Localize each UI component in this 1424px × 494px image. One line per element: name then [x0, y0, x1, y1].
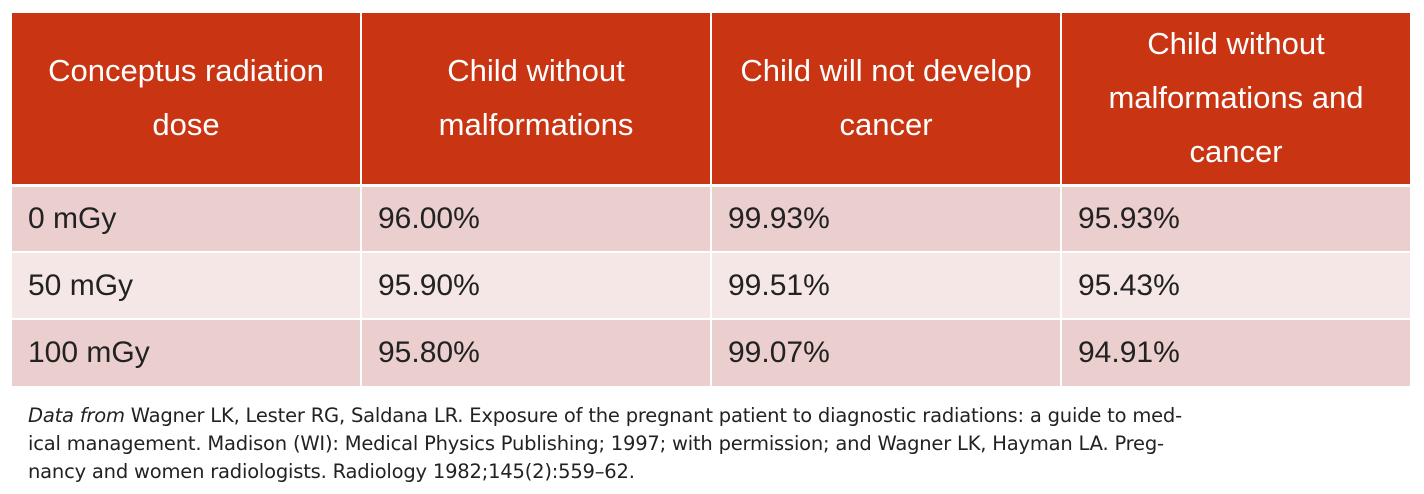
cell-no-malformations-and-cancer: 95.43% [1061, 251, 1410, 319]
source-caption: Data from Wagner LK, Lester RG, Saldana … [28, 402, 1398, 486]
caption-line-3: nancy and women radiologists. Radiology … [28, 460, 635, 483]
cell-dose: 50 mGy [12, 251, 362, 319]
caption-line-1: Data from Wagner LK, Lester RG, Saldana … [28, 402, 1398, 430]
cell-no-malformations: 95.80% [361, 318, 712, 386]
table-row: 0 mGy 96.00% 99.93% 95.93% [12, 184, 1410, 252]
caption-lead: Data from [28, 404, 125, 427]
caption-text-1: Wagner LK, Lester RG, Saldana LR. Exposu… [124, 404, 1182, 427]
table-row: 100 mGy 95.80% 99.07% 94.91% [12, 318, 1410, 386]
header-no-cancer: Child will not develop cancer [711, 13, 1062, 185]
cell-dose: 0 mGy [12, 184, 362, 252]
cell-no-malformations: 95.90% [361, 251, 712, 319]
caption-line-2: ical management. Madison (WI): Medical P… [28, 432, 1164, 455]
header-dose: Conceptus radiation dose [12, 13, 362, 185]
table-row: 50 mGy 95.90% 99.51% 95.43% [12, 251, 1410, 319]
dose-table-container: Conceptus radiation dose Child without m… [12, 13, 1410, 386]
header-no-malformations: Child without malformations [361, 13, 712, 185]
cell-no-cancer: 99.07% [711, 318, 1062, 386]
dose-table: Conceptus radiation dose Child without m… [12, 13, 1410, 386]
cell-no-cancer: 99.93% [711, 184, 1062, 252]
cell-no-malformations-and-cancer: 94.91% [1061, 318, 1410, 386]
cell-no-malformations-and-cancer: 95.93% [1061, 184, 1410, 252]
cell-no-malformations: 96.00% [361, 184, 712, 252]
cell-dose: 100 mGy [12, 318, 362, 386]
cell-no-cancer: 99.51% [711, 251, 1062, 319]
header-no-malformations-and-cancer: Child without malformations and cancer [1061, 13, 1410, 185]
table-header-row: Conceptus radiation dose Child without m… [12, 13, 1410, 185]
